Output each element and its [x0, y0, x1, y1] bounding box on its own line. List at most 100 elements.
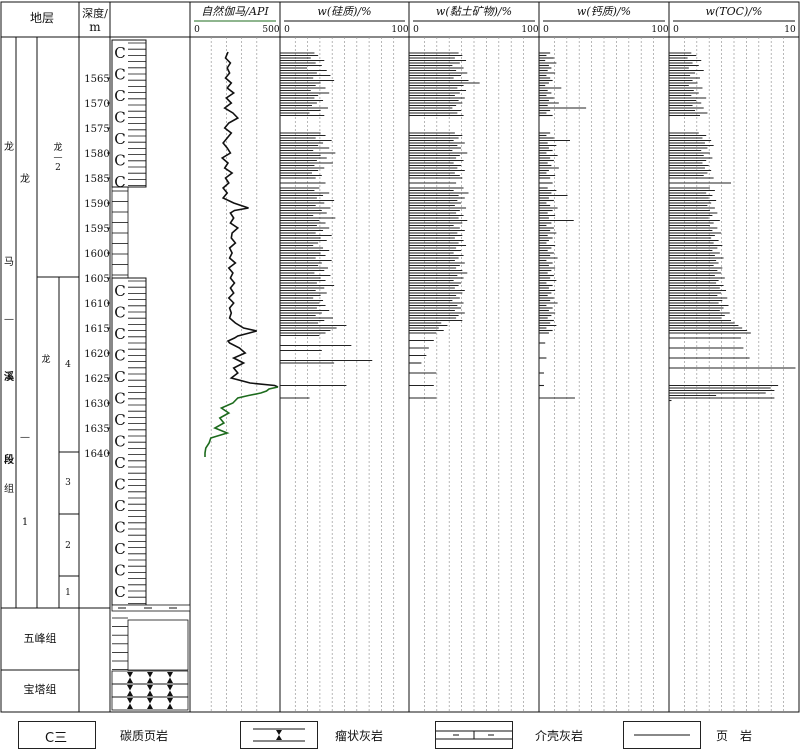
depth-header: 深度/ — [82, 6, 108, 20]
longmaxi-formation-char: 段 — [4, 453, 14, 466]
depth-unit: m — [89, 20, 101, 34]
long1-1-submember-char: 龙 — [41, 353, 50, 365]
longmaxi-formation-char: 组 — [4, 482, 14, 495]
nodular-mark — [147, 685, 153, 696]
clay-tick-max: 100 — [521, 25, 538, 35]
carbonaceous-c-glyph: C — [114, 497, 125, 515]
wufeng-shale-box — [127, 619, 189, 671]
depth-tick-label: 1590 — [84, 199, 109, 210]
gamma-ray-tick-min: 0 — [194, 25, 200, 35]
calcareous-tick-max: 100 — [651, 25, 668, 35]
legend-nodular-limestone-swatch — [240, 721, 318, 749]
nodular-limestone-bed — [111, 696, 189, 711]
carbonaceous-c-glyph: C — [114, 130, 125, 148]
silica-title: w(硅质)/% — [317, 5, 371, 18]
carbonaceous-c-glyph: C — [114, 433, 125, 451]
legend-shelly-limestone-swatch — [435, 721, 513, 749]
sub-layer-number: 3 — [65, 478, 71, 488]
nodular-mark — [127, 685, 133, 696]
long1-2-submember-char: 2 — [55, 163, 61, 173]
depth-tick-label: 1630 — [84, 399, 109, 410]
legend-carbonaceous-shale-symbol: C三 — [45, 731, 68, 746]
carbonaceous-c-glyph: C — [114, 66, 125, 84]
sub-layer-number: 1 — [65, 588, 71, 598]
carbonaceous-c-glyph: C — [114, 347, 125, 365]
carbonaceous-c-glyph: C — [114, 390, 125, 408]
wufeng-formation-label: 五峰组 — [24, 631, 57, 645]
depth-tick-label: 1625 — [84, 374, 109, 385]
toc-title: w(TOC)/% — [706, 5, 763, 18]
nodular-mark — [167, 685, 173, 696]
carbonaceous-c-glyph: C — [114, 152, 125, 170]
legend-shelly-limestone-label: 介壳灰岩 — [535, 729, 584, 743]
carbonaceous-c-glyph: C — [114, 583, 125, 601]
sub-layer-number: 4 — [65, 360, 71, 370]
long1-member-char: — — [20, 432, 30, 443]
longmaxi-formation-char: 溪 — [4, 370, 15, 383]
depth-tick-label: 1640 — [84, 449, 109, 460]
legend-carbonaceous-shale-label: 碳质页岩 — [120, 729, 169, 743]
toc-tick-max: 10 — [784, 25, 796, 35]
long1-2-submember-char: — — [54, 153, 63, 163]
depth-tick-label: 1595 — [84, 224, 109, 235]
nodular-mark — [127, 672, 133, 683]
carbonaceous-c-glyph: C — [114, 304, 125, 322]
depth-tick-label: 1585 — [84, 174, 109, 185]
depth-tick-label: 1620 — [84, 349, 109, 360]
carbonaceous-c-glyph: C — [114, 109, 125, 127]
depth-tick-label: 1605 — [84, 274, 109, 285]
long1-member-char: 龙 — [20, 172, 30, 185]
carbonaceous-c-glyph: C — [114, 325, 125, 343]
nodular-mark — [147, 672, 153, 683]
depth-tick-label: 1580 — [84, 149, 109, 160]
carbonaceous-shale-block — [111, 39, 147, 188]
clay-tick-min: 0 — [413, 25, 419, 35]
clay-title: w(黏土矿物)/% — [436, 5, 512, 18]
baota-formation-label: 宝塔组 — [24, 682, 57, 696]
carbonaceous-c-glyph: C — [114, 173, 125, 191]
legend-shale-swatch — [623, 721, 701, 749]
carbonaceous-shale-block — [111, 277, 147, 606]
carbonaceous-c-glyph: C — [114, 411, 125, 429]
carbonaceous-c-glyph: C — [114, 519, 125, 537]
long1-2-submember-char: 龙 — [53, 141, 62, 153]
depth-tick-label: 1600 — [84, 249, 109, 260]
carbonaceous-c-glyph: C — [114, 476, 125, 494]
nodular-mark — [147, 698, 153, 709]
shelly-limestone-icon — [436, 730, 512, 740]
calcareous-tick-min: 0 — [543, 25, 549, 35]
toc-tick-min: 0 — [673, 25, 679, 35]
depth-tick-label: 1575 — [84, 124, 109, 135]
carbonaceous-c-glyph: C — [114, 44, 125, 62]
legend-shale-label: 页 岩 — [716, 729, 753, 743]
figure-frame — [0, 1, 800, 713]
sub-layer-number: 2 — [65, 541, 71, 551]
depth-tick-label: 1635 — [84, 424, 109, 435]
long1-member-char: 1 — [22, 517, 28, 528]
nodular-mark — [167, 698, 173, 709]
carbonaceous-c-glyph: C — [114, 368, 125, 386]
gamma-ray-title: 自然伽马/API — [201, 5, 269, 18]
carbonaceous-c-glyph: C — [114, 540, 125, 558]
depth-tick-label: 1615 — [84, 324, 109, 335]
gamma-ray-tick-max: 500 — [262, 25, 279, 35]
longmaxi-formation-char: — — [4, 314, 14, 325]
nodular-limestone-icon — [253, 728, 305, 742]
carbonaceous-c-glyph: C — [114, 87, 125, 105]
calcareous-title: w(钙质)/% — [577, 5, 631, 18]
longmaxi-formation-char: 马 — [4, 256, 14, 268]
shale-line-icon — [634, 734, 690, 736]
carbonaceous-c-glyph: C — [114, 282, 125, 300]
gamma-ray-curve-longmaxi — [220, 51, 279, 388]
nodular-mark — [127, 698, 133, 709]
depth-tick-label: 1610 — [84, 299, 109, 310]
carbonaceous-c-glyph: C — [114, 454, 125, 472]
carbonaceous-c-glyph: C — [114, 562, 125, 580]
depth-tick-label: 1565 — [84, 74, 109, 85]
legend-nodular-limestone-label: 瘤状灰岩 — [335, 729, 384, 743]
stratum-header: 地层 — [30, 11, 54, 25]
gamma-ray-curve-wufeng — [204, 386, 279, 457]
silica-tick-min: 0 — [284, 25, 290, 35]
